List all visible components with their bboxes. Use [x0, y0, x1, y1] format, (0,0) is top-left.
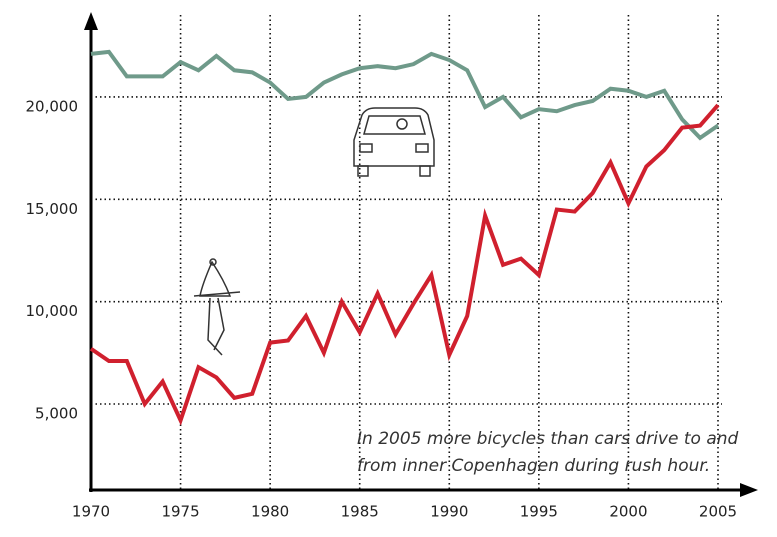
x-tick-label: 1995	[520, 503, 558, 521]
x-tick-label: 2005	[699, 503, 737, 521]
cyclist-icon	[194, 259, 240, 355]
x-tick-label: 2000	[609, 503, 647, 521]
page: In 2005 more bicycles than cars drive to…	[0, 0, 777, 537]
y-tick-label: 10,000	[26, 302, 79, 320]
y-tick-label: 20,000	[26, 97, 79, 115]
y-tick-label: 5,000	[35, 405, 78, 423]
car-icon	[354, 108, 434, 176]
annotation: In 2005 more bicycles than cars drive to…	[357, 429, 739, 449]
x-tick-label: 1975	[161, 503, 199, 521]
y-tick-label: 15,000	[26, 200, 79, 218]
x-tick-label: 1985	[341, 503, 379, 521]
series-line	[91, 105, 718, 420]
x-tick-label: 1990	[430, 503, 468, 521]
chart: In 2005 more bicycles than cars drive to…	[0, 0, 777, 537]
x-tick-label: 1970	[72, 503, 110, 521]
x-axis-arrow	[740, 483, 758, 497]
x-tick-label: 1980	[251, 503, 289, 521]
y-axis-arrow	[84, 12, 98, 30]
series-line	[91, 52, 718, 138]
annotation: from inner Copenhagen during rush hour.	[357, 456, 710, 476]
